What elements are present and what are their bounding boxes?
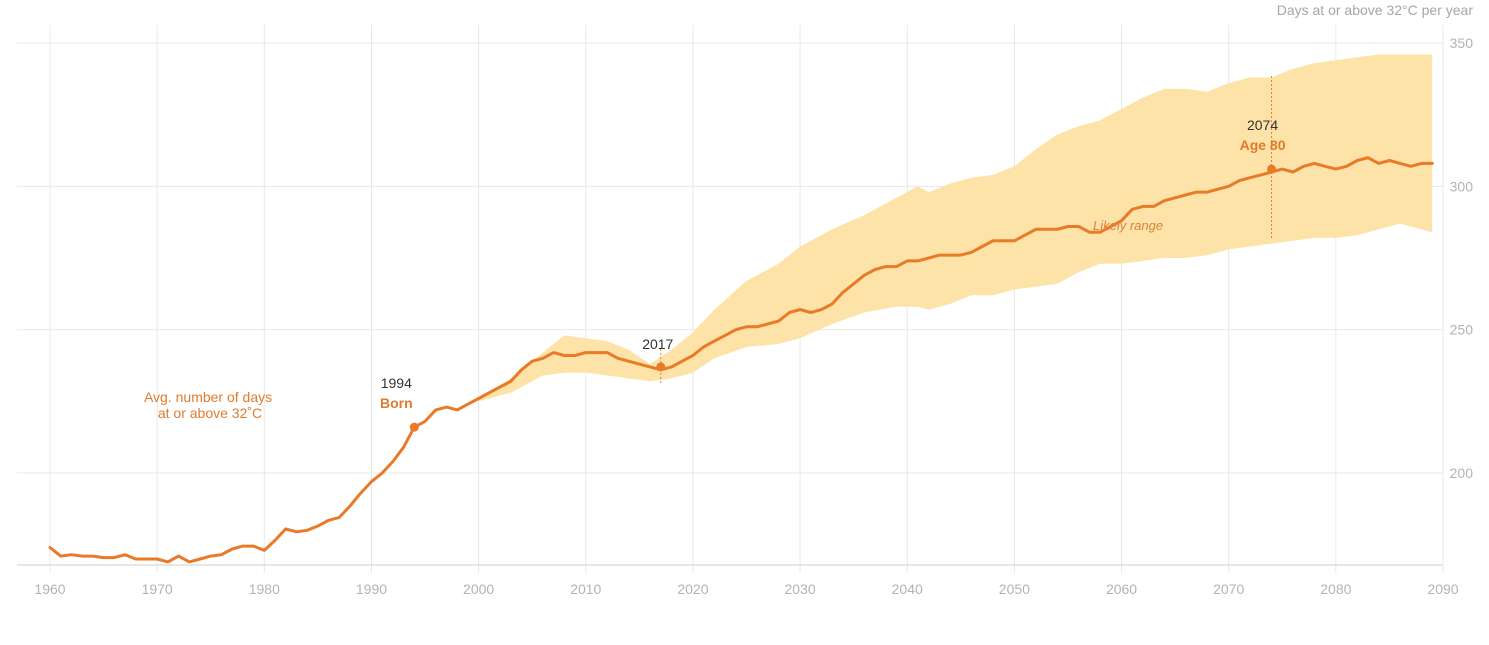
- annotation-dot: [409, 422, 419, 432]
- x-tick-label: 2060: [1106, 581, 1137, 597]
- annotation-label: Age 80: [1240, 137, 1286, 153]
- y-tick-label: 200: [1450, 465, 1474, 481]
- x-tick-label: 2030: [784, 581, 815, 597]
- y-tick-label: 300: [1450, 178, 1474, 194]
- annotation-year: 2074: [1247, 117, 1278, 133]
- likely-range-label: Likely range: [1093, 218, 1163, 233]
- likely-range-band: [478, 54, 1433, 402]
- y-tick-label: 250: [1450, 322, 1474, 338]
- x-tick-label: 1960: [34, 581, 65, 597]
- x-tick-label: 2010: [570, 581, 601, 597]
- x-tick-label: 2040: [892, 581, 923, 597]
- avg-days-line: [48, 156, 1434, 564]
- x-tick-label: 1970: [142, 581, 173, 597]
- x-tick-label: 2090: [1427, 581, 1458, 597]
- series-line-layer: [48, 156, 1434, 564]
- series-label: Avg. number of days at or above 32˚C: [144, 389, 276, 421]
- annotation-label: Born: [380, 395, 413, 411]
- likely-range-band-layer: [478, 54, 1433, 402]
- x-tick-label: 1990: [356, 581, 387, 597]
- x-tick-label: 1980: [249, 581, 280, 597]
- annotation-dot: [656, 362, 666, 372]
- y-axis-title: Days at or above 32°C per year: [1277, 2, 1474, 18]
- annotation-layer: 1994 Born 2017 2074 Age 80: [380, 76, 1286, 432]
- annotation-dot: [1267, 164, 1277, 174]
- axis-tick-layer: 1960 1970 1980 1990 2000 2010 2020 2030 2040 2050…: [34, 35, 1473, 597]
- annotation-year: 1994: [381, 375, 412, 391]
- x-tick-label: 2080: [1320, 581, 1351, 597]
- x-tick-label: 2020: [677, 581, 708, 597]
- annotation-year: 2017: [642, 336, 673, 352]
- y-tick-label: 350: [1450, 35, 1474, 51]
- x-tick-label: 2000: [463, 581, 494, 597]
- x-tick-label: 2050: [999, 581, 1030, 597]
- series-label-line-2: at or above 32˚C: [158, 405, 262, 421]
- series-label-line-1: Avg. number of days: [144, 389, 272, 405]
- x-tick-label: 2070: [1213, 581, 1244, 597]
